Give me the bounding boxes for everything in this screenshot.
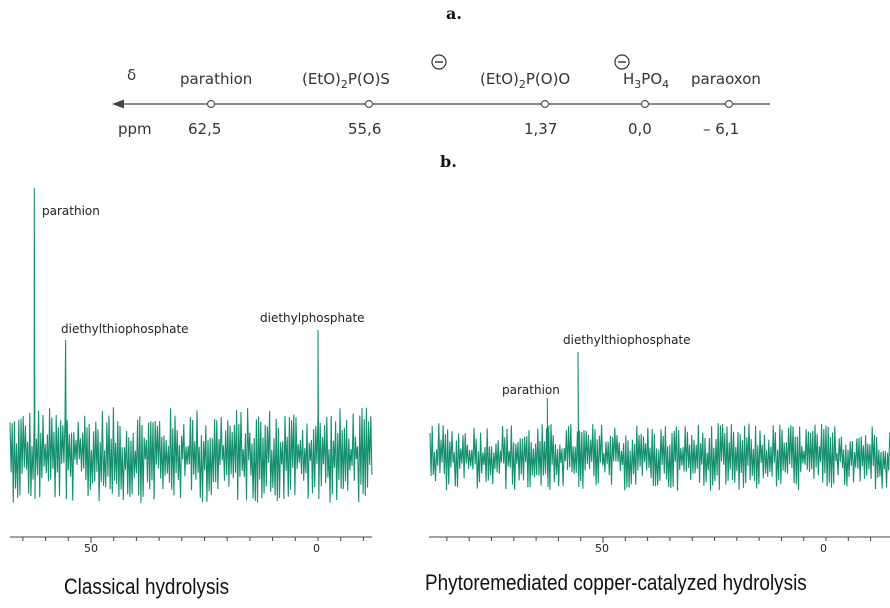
panel-label-a: a.	[446, 4, 462, 23]
shift-value: 1,37	[524, 120, 557, 138]
caption-classical: Classical hydrolysis	[64, 574, 230, 599]
peak-label-diethylthiophosphate: diethylthiophosphate	[563, 333, 691, 347]
peak-label-parathion: parathion	[502, 383, 560, 397]
caption-phytoremediated: Phytoremediated copper-catalyzed hydroly…	[425, 570, 807, 595]
peak-label-diethylphosphate: diethylphosphate	[260, 311, 365, 325]
shift-value: 0,0	[628, 120, 652, 138]
arrow-left-icon	[112, 99, 124, 109]
peak-label-parathion: parathion	[42, 204, 100, 218]
shift-marker	[640, 99, 650, 109]
shift-marker	[206, 99, 216, 109]
tick-label-0: 0	[313, 542, 320, 555]
unit-label: ppm	[118, 120, 152, 138]
shift-marker	[540, 99, 550, 109]
scale-axis	[112, 99, 770, 109]
delta-symbol: δ	[127, 66, 136, 84]
x-axis	[429, 536, 890, 543]
shift-marker	[724, 99, 734, 109]
shift-marker	[364, 99, 374, 109]
tick-label-50: 50	[595, 542, 609, 555]
peak-label-diethylthiophosphate: diethylthiophosphate	[61, 322, 189, 336]
species-thiophosphate: (EtO)2P(O)S	[302, 70, 390, 91]
x-axis	[10, 536, 372, 543]
shift-value: 62,5	[188, 120, 221, 138]
species-paraoxon: paraoxon	[691, 70, 761, 88]
spectrum-trace	[9, 187, 373, 503]
species-phosphate: (EtO)2P(O)O	[480, 70, 570, 91]
panel-label-b: b.	[440, 152, 457, 171]
tick-label-50: 50	[84, 542, 98, 555]
spectrum-trace	[429, 351, 890, 491]
minus-charge-icon	[431, 54, 447, 70]
shift-value: 55,6	[348, 120, 381, 138]
species-parathion: parathion	[180, 70, 252, 88]
minus-charge-icon	[614, 54, 630, 70]
shift-value: – 6,1	[703, 120, 739, 138]
tick-label-0: 0	[820, 542, 827, 555]
